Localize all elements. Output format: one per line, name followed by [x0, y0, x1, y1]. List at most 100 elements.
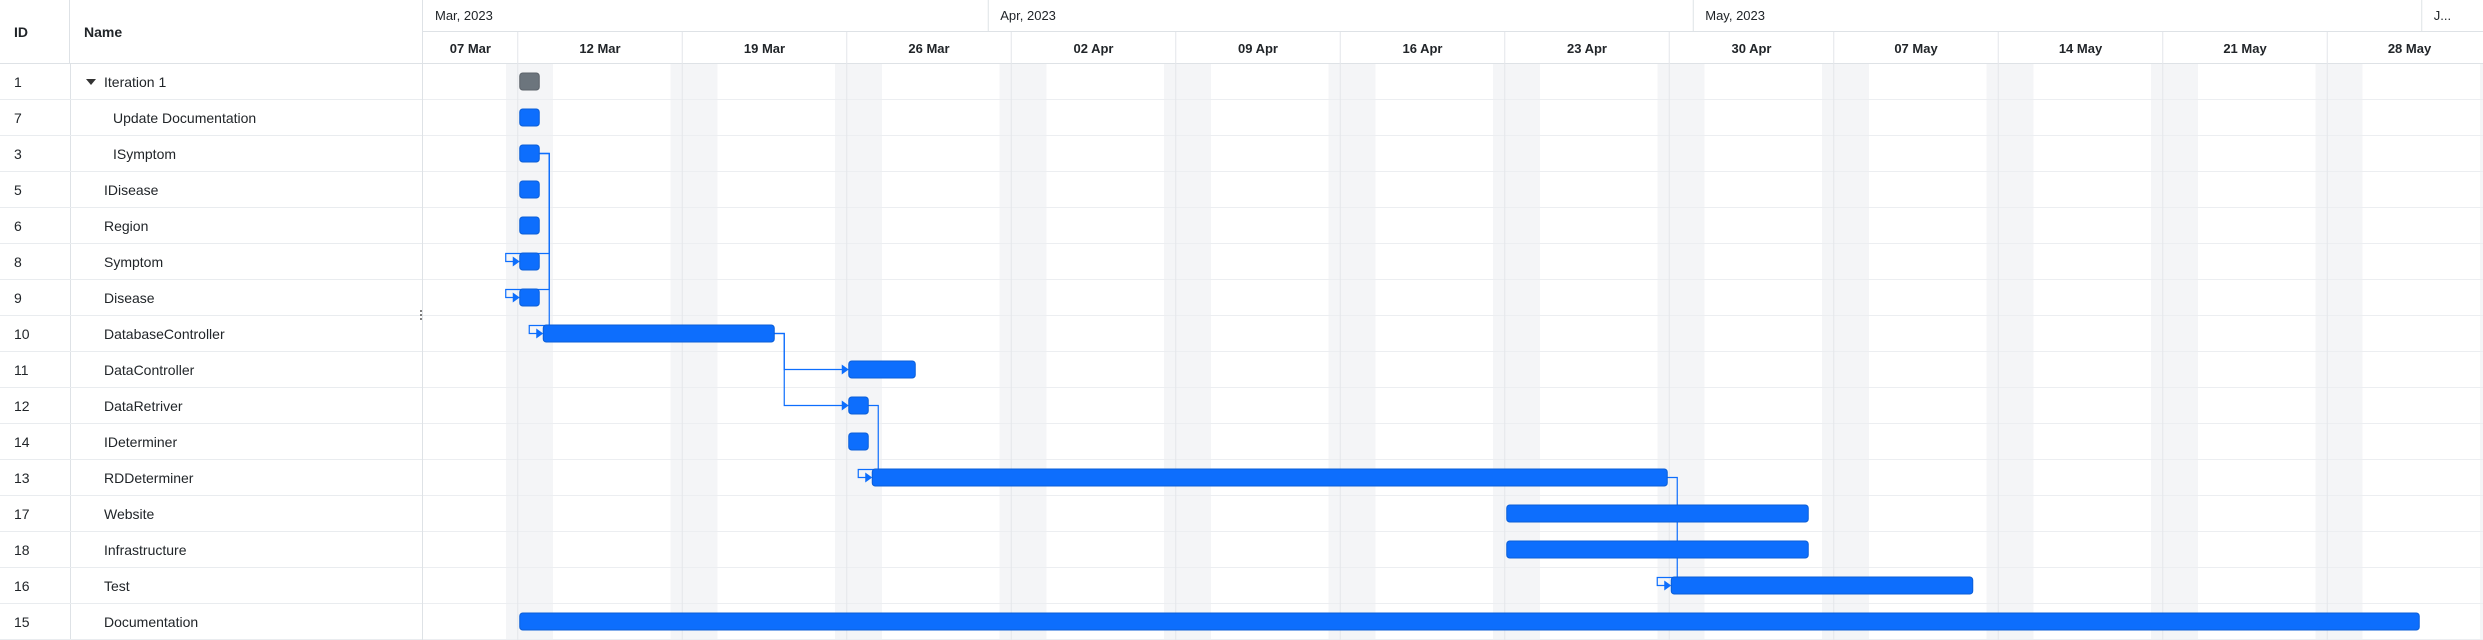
table-row[interactable]: 18 Infrastructure [0, 532, 422, 568]
task-bar[interactable] [519, 216, 540, 235]
task-name: Infrastructure [104, 541, 187, 558]
table-row[interactable]: 14 IDeterminer [0, 424, 422, 460]
table-row[interactable]: 16 Test [0, 568, 422, 604]
table-row[interactable]: 6 Region [0, 208, 422, 244]
row-name-cell: Website [104, 496, 154, 531]
dependency-link [528, 152, 550, 335]
week-label: 28 May [2388, 41, 2432, 56]
table-row[interactable]: 7 Update Documentation [0, 100, 422, 136]
row-name-cell: Region [104, 208, 148, 243]
week-label: 23 Apr [1567, 41, 1607, 56]
row-name-cell: Documentation [104, 604, 198, 639]
task-bar[interactable] [1506, 504, 1809, 523]
dependency-link [774, 332, 843, 407]
task-name: RDDeterminer [104, 469, 194, 486]
table-row[interactable]: 13 RDDeterminer [0, 460, 422, 496]
table-row[interactable]: 10 DatabaseController [0, 316, 422, 352]
row-name-cell: DataController [104, 352, 194, 387]
week-label: 07 May [1894, 41, 1938, 56]
dependency-arrow [865, 472, 873, 483]
task-bar[interactable] [519, 612, 2420, 631]
row-id-cell: 16 [0, 568, 71, 603]
task-bar[interactable] [848, 360, 916, 379]
gantt-timeline: Mar, 2023 Apr, 2023 May, 2023 J... 07 Mar 12 … [423, 0, 2483, 640]
task-bar[interactable] [519, 144, 540, 163]
row-name-cell: Symptom [104, 244, 163, 279]
dependency-arrow [841, 364, 849, 375]
table-row[interactable]: 12 DataRetriver [0, 388, 422, 424]
row-id-cell: 18 [0, 532, 71, 567]
week-label: 12 Mar [579, 41, 620, 56]
row-name-cell: Infrastructure [104, 532, 186, 567]
table-row[interactable]: 15 Documentation [0, 604, 422, 640]
row-id-cell: 3 [0, 136, 71, 171]
collapse-caret-icon[interactable] [86, 78, 96, 85]
task-bar[interactable] [871, 468, 1668, 487]
task-name: Website [104, 505, 155, 522]
week-label: 19 Mar [744, 41, 785, 56]
month-label: May, 2023 [1705, 8, 1765, 23]
table-row[interactable]: 11 DataController [0, 352, 422, 388]
row-id-cell: 11 [0, 352, 71, 387]
task-bar[interactable] [519, 288, 540, 307]
week-label: 14 May [2059, 41, 2103, 56]
week-label: 30 Apr [1732, 41, 1772, 56]
row-id-cell: 10 [0, 316, 71, 351]
task-name: Test [104, 577, 130, 594]
task-bar[interactable] [1506, 540, 1809, 559]
row-name-cell: ISymptom [113, 136, 176, 171]
grid-header: ID Name [0, 0, 422, 64]
row-name-cell: IDisease [104, 172, 158, 207]
task-name: DataRetriver [104, 397, 183, 414]
column-header-name[interactable]: Name [84, 23, 123, 40]
row-id-cell: 1 [0, 64, 71, 99]
table-row[interactable]: 3 ISymptom [0, 136, 422, 172]
week-label: 09 Apr [1238, 41, 1278, 56]
row-name-cell: Iteration 1 [86, 64, 166, 99]
task-name: IDeterminer [104, 433, 178, 450]
row-name-cell: IDeterminer [104, 424, 177, 459]
summary-bar[interactable] [519, 72, 540, 91]
table-row[interactable]: 1 Iteration 1 [0, 64, 422, 100]
row-id-cell: 15 [0, 604, 71, 639]
row-id-cell: 7 [0, 100, 71, 135]
row-name-cell: Update Documentation [113, 100, 256, 135]
week-label: 07 Mar [450, 41, 491, 56]
dependency-arrow [512, 292, 520, 303]
task-bar[interactable] [848, 396, 869, 415]
table-row[interactable]: 9 Disease [0, 280, 422, 316]
task-bar[interactable] [519, 180, 540, 199]
task-name: Region [104, 217, 149, 234]
row-name-cell: RDDeterminer [104, 460, 193, 495]
week-label: 02 Apr [1074, 41, 1114, 56]
table-row[interactable]: 17 Website [0, 496, 422, 532]
month-label: Apr, 2023 [1000, 8, 1056, 23]
task-bar[interactable] [542, 324, 775, 343]
row-name-cell: DatabaseController [104, 316, 225, 351]
gantt-chart: Mar, 2023 Apr, 2023 May, 2023 J... 07 Mar 12 … [423, 0, 2483, 640]
task-grid: ID Name 1 Iteration 1 7 Update Documentatio… [0, 0, 423, 640]
row-name-cell: Test [104, 568, 130, 603]
task-name: IDisease [104, 181, 159, 198]
table-row[interactable]: 8 Symptom [0, 244, 422, 280]
column-header-id[interactable]: ID [0, 0, 70, 63]
week-label: 16 Apr [1403, 41, 1443, 56]
task-name: ISymptom [113, 145, 177, 162]
row-name-cell: DataRetriver [104, 388, 183, 423]
dependency-arrow [841, 400, 849, 411]
dependency-link [857, 404, 879, 479]
row-id-cell: 9 [0, 280, 71, 315]
splitter-handle[interactable] [418, 305, 424, 325]
task-bar[interactable] [1670, 576, 1974, 595]
row-id-cell: 14 [0, 424, 71, 459]
task-bar[interactable] [519, 252, 540, 271]
week-label: 21 May [2223, 41, 2267, 56]
task-name: Documentation [104, 613, 199, 630]
task-name: Iteration 1 [104, 73, 167, 90]
table-row[interactable]: 5 IDisease [0, 172, 422, 208]
task-name: Symptom [104, 253, 164, 270]
row-id-cell: 12 [0, 388, 71, 423]
dependency-arrow [536, 328, 544, 339]
task-bar[interactable] [848, 432, 869, 451]
task-bar[interactable] [519, 108, 540, 127]
